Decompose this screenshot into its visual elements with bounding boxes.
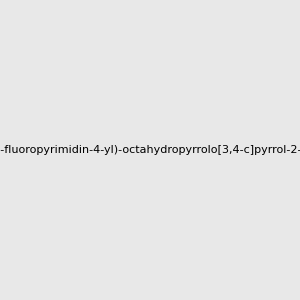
Text: 2-[5-(6-Ethyl-5-fluoropyrimidin-4-yl)-octahydropyrrolo[3,4-c]pyrrol-2-yl]quinoxa: 2-[5-(6-Ethyl-5-fluoropyrimidin-4-yl)-oc… <box>0 145 300 155</box>
